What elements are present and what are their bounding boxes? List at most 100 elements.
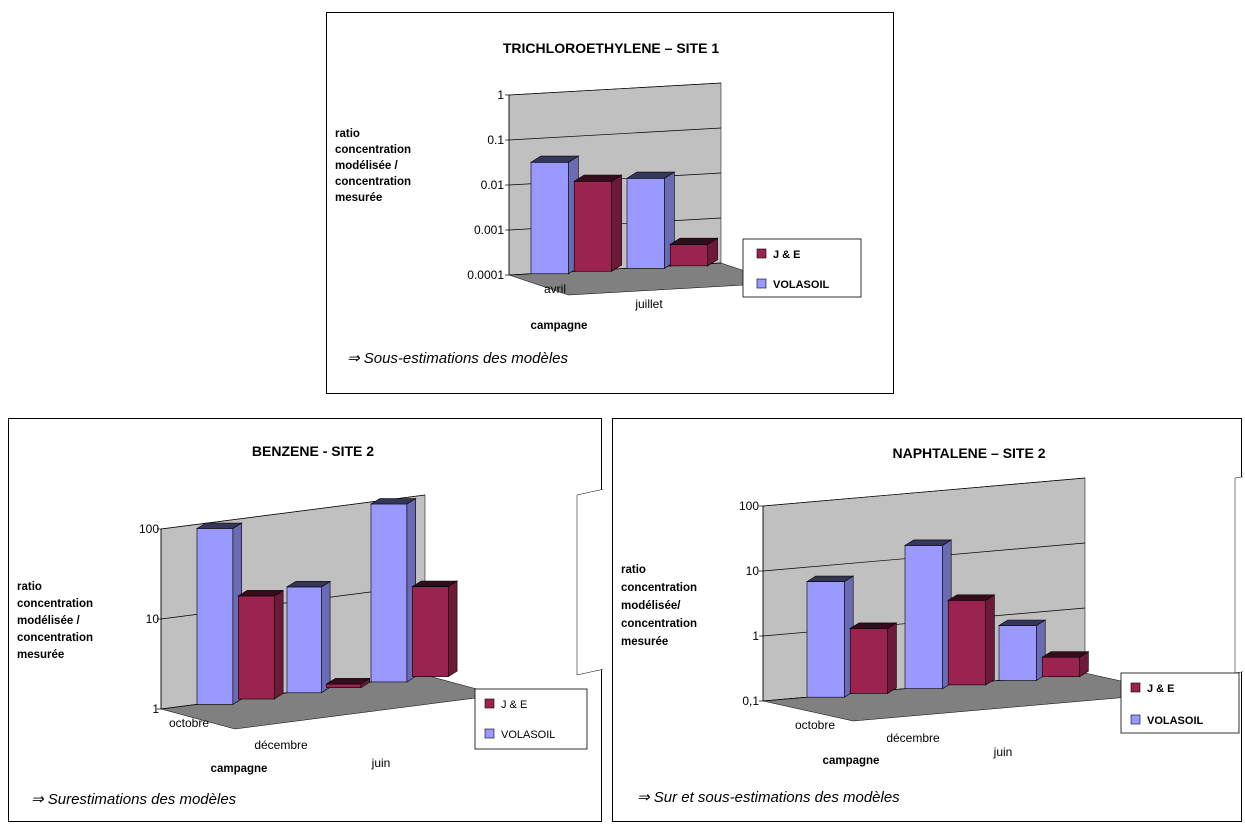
y-tick-label: 0,1	[742, 694, 759, 708]
bar-top-1	[325, 678, 371, 685]
bar-side-2	[447, 580, 458, 678]
bar-volasoil-1	[626, 178, 665, 269]
legend-label-volasoil: VOLASOIL	[773, 279, 830, 291]
side-wall	[1234, 476, 1243, 674]
bar-top-1	[903, 539, 953, 546]
y-tick-label: 1	[497, 88, 504, 102]
chart-panel-trichloroethylene: 1 0.1 0.01 0.001 0.0001 avril juillet TRICHLORO…	[326, 12, 894, 394]
bar-top-0	[849, 622, 898, 629]
bar-side-0	[611, 174, 622, 272]
y-axis-label-line: ratio	[17, 581, 42, 593]
y-axis-label-line: modélisée /	[335, 160, 398, 172]
bar-volasoil-0	[806, 581, 845, 698]
bar-volasoil-2	[998, 625, 1037, 681]
category-label: juillet	[634, 297, 663, 311]
bar-top-2	[369, 498, 417, 505]
y-axis-label-line: concentration	[621, 582, 697, 594]
bar-je-2	[1041, 656, 1080, 678]
gridline	[508, 82, 722, 96]
bar-volasoil-0	[196, 528, 234, 705]
bar-je-1	[326, 683, 362, 688]
y-axis-label-line: concentration	[335, 144, 411, 156]
x-axis-label: campagne	[211, 763, 268, 775]
bar-top-1	[625, 171, 676, 179]
category-label: juin	[371, 756, 391, 770]
y-tick-label: 1	[752, 629, 759, 643]
legend-swatch-je	[1130, 682, 1141, 693]
legend-label-je: J & E	[1147, 683, 1175, 695]
y-axis-label-line: modélisée/	[621, 600, 681, 612]
category-label: avril	[544, 282, 566, 296]
bar-je-1	[669, 244, 708, 267]
y-tick-label: 0.0001	[467, 268, 504, 282]
y-axis-label-line: concentration	[17, 598, 93, 610]
legend-swatch-volasoil	[1130, 714, 1141, 725]
bar-top-2	[411, 580, 459, 587]
conclusion-note: ⇒ Sur et sous-estimations des modèles	[637, 789, 900, 806]
bar-je-0	[849, 628, 888, 694]
y-tick-label: 10	[146, 612, 160, 626]
y-axis-label-line: concentration	[621, 618, 697, 630]
category-label: octobre	[169, 716, 209, 730]
bar-side-0	[887, 622, 897, 694]
y-tick-label: 1	[152, 702, 159, 716]
bar-volasoil-1	[904, 545, 943, 689]
bar-volasoil-2	[370, 503, 408, 683]
y-axis-label-line: mesurée	[17, 649, 64, 661]
category-label: décembre	[886, 731, 940, 745]
legend-swatch-volasoil	[484, 728, 495, 739]
y-tick-label: 0.001	[474, 223, 504, 237]
chart-title: TRICHLOROETHYLENE – SITE 1	[503, 40, 719, 56]
bar-top-1	[947, 594, 996, 601]
bar-je-0	[238, 595, 275, 700]
chart-title: NAPHTALENE – SITE 2	[893, 445, 1046, 461]
legend-label-volasoil: VOLASOIL	[501, 729, 555, 741]
legend-label-je: J & E	[773, 249, 801, 261]
legend-box	[1120, 672, 1240, 734]
gridline	[762, 477, 1086, 507]
y-axis-label-line: modélisée /	[17, 615, 80, 627]
y-tick-label: 0.01	[481, 178, 505, 192]
legend-swatch-volasoil	[756, 278, 767, 289]
y-tick-label: 100	[139, 522, 159, 536]
legend-label-volasoil: VOLASOIL	[1147, 715, 1204, 727]
chart-benzene: 100 10 1 octobre décembre juin BENZENE - SITE …	[17, 443, 603, 808]
y-tick-label: 0.1	[487, 133, 504, 147]
gridline	[508, 127, 722, 141]
bar-top-1	[285, 581, 332, 588]
y-axis-label-line: mesurée	[621, 636, 668, 648]
bar-top-2	[997, 619, 1047, 626]
conclusion-note: ⇒ Sous-estimations des modèles	[347, 350, 569, 367]
legend-box	[742, 238, 862, 298]
bar-volasoil-1	[286, 586, 322, 694]
chart-title: BENZENE - SITE 2	[252, 443, 374, 459]
bar-side-0	[273, 589, 284, 700]
bar-top-2	[1041, 651, 1090, 658]
y-tick-label: 100	[739, 499, 759, 513]
y-axis-label-line: mesurée	[335, 192, 382, 204]
bar-top-0	[805, 575, 855, 582]
legend-label-je: J & E	[501, 699, 527, 711]
y-axis-label-line: concentration	[17, 632, 93, 644]
chart-trichloroethylene: 1 0.1 0.01 0.001 0.0001 avril juillet TRICHLORO…	[335, 40, 862, 367]
category-label: juin	[993, 745, 1013, 759]
legend-swatch-je	[756, 248, 767, 259]
y-axis-label-line: ratio	[335, 128, 360, 140]
x-axis-label: campagne	[531, 320, 588, 332]
category-label: décembre	[254, 738, 308, 752]
chart-naphtalene: 100 10 1 0,1 octobre décembre juin NAPHTALENE –…	[621, 445, 1243, 806]
bar-side-1	[320, 580, 331, 694]
bar-top-0	[195, 522, 243, 529]
y-tick-label: 10	[746, 564, 760, 578]
y-axis-label-line: ratio	[621, 564, 646, 576]
bar-je-1	[947, 600, 986, 686]
bar-je-2	[412, 586, 449, 677]
y-axis-label-line: concentration	[335, 176, 411, 188]
legend-swatch-je	[484, 698, 495, 709]
conclusion-note: ⇒ Surestimations des modèles	[31, 791, 237, 808]
bar-side-1	[985, 594, 995, 686]
x-axis-label: campagne	[823, 755, 880, 767]
chart-panel-benzene: 100 10 1 octobre décembre juin BENZENE - SITE …	[8, 418, 603, 822]
bar-je-0	[573, 181, 612, 272]
bar-top-1	[669, 237, 719, 245]
